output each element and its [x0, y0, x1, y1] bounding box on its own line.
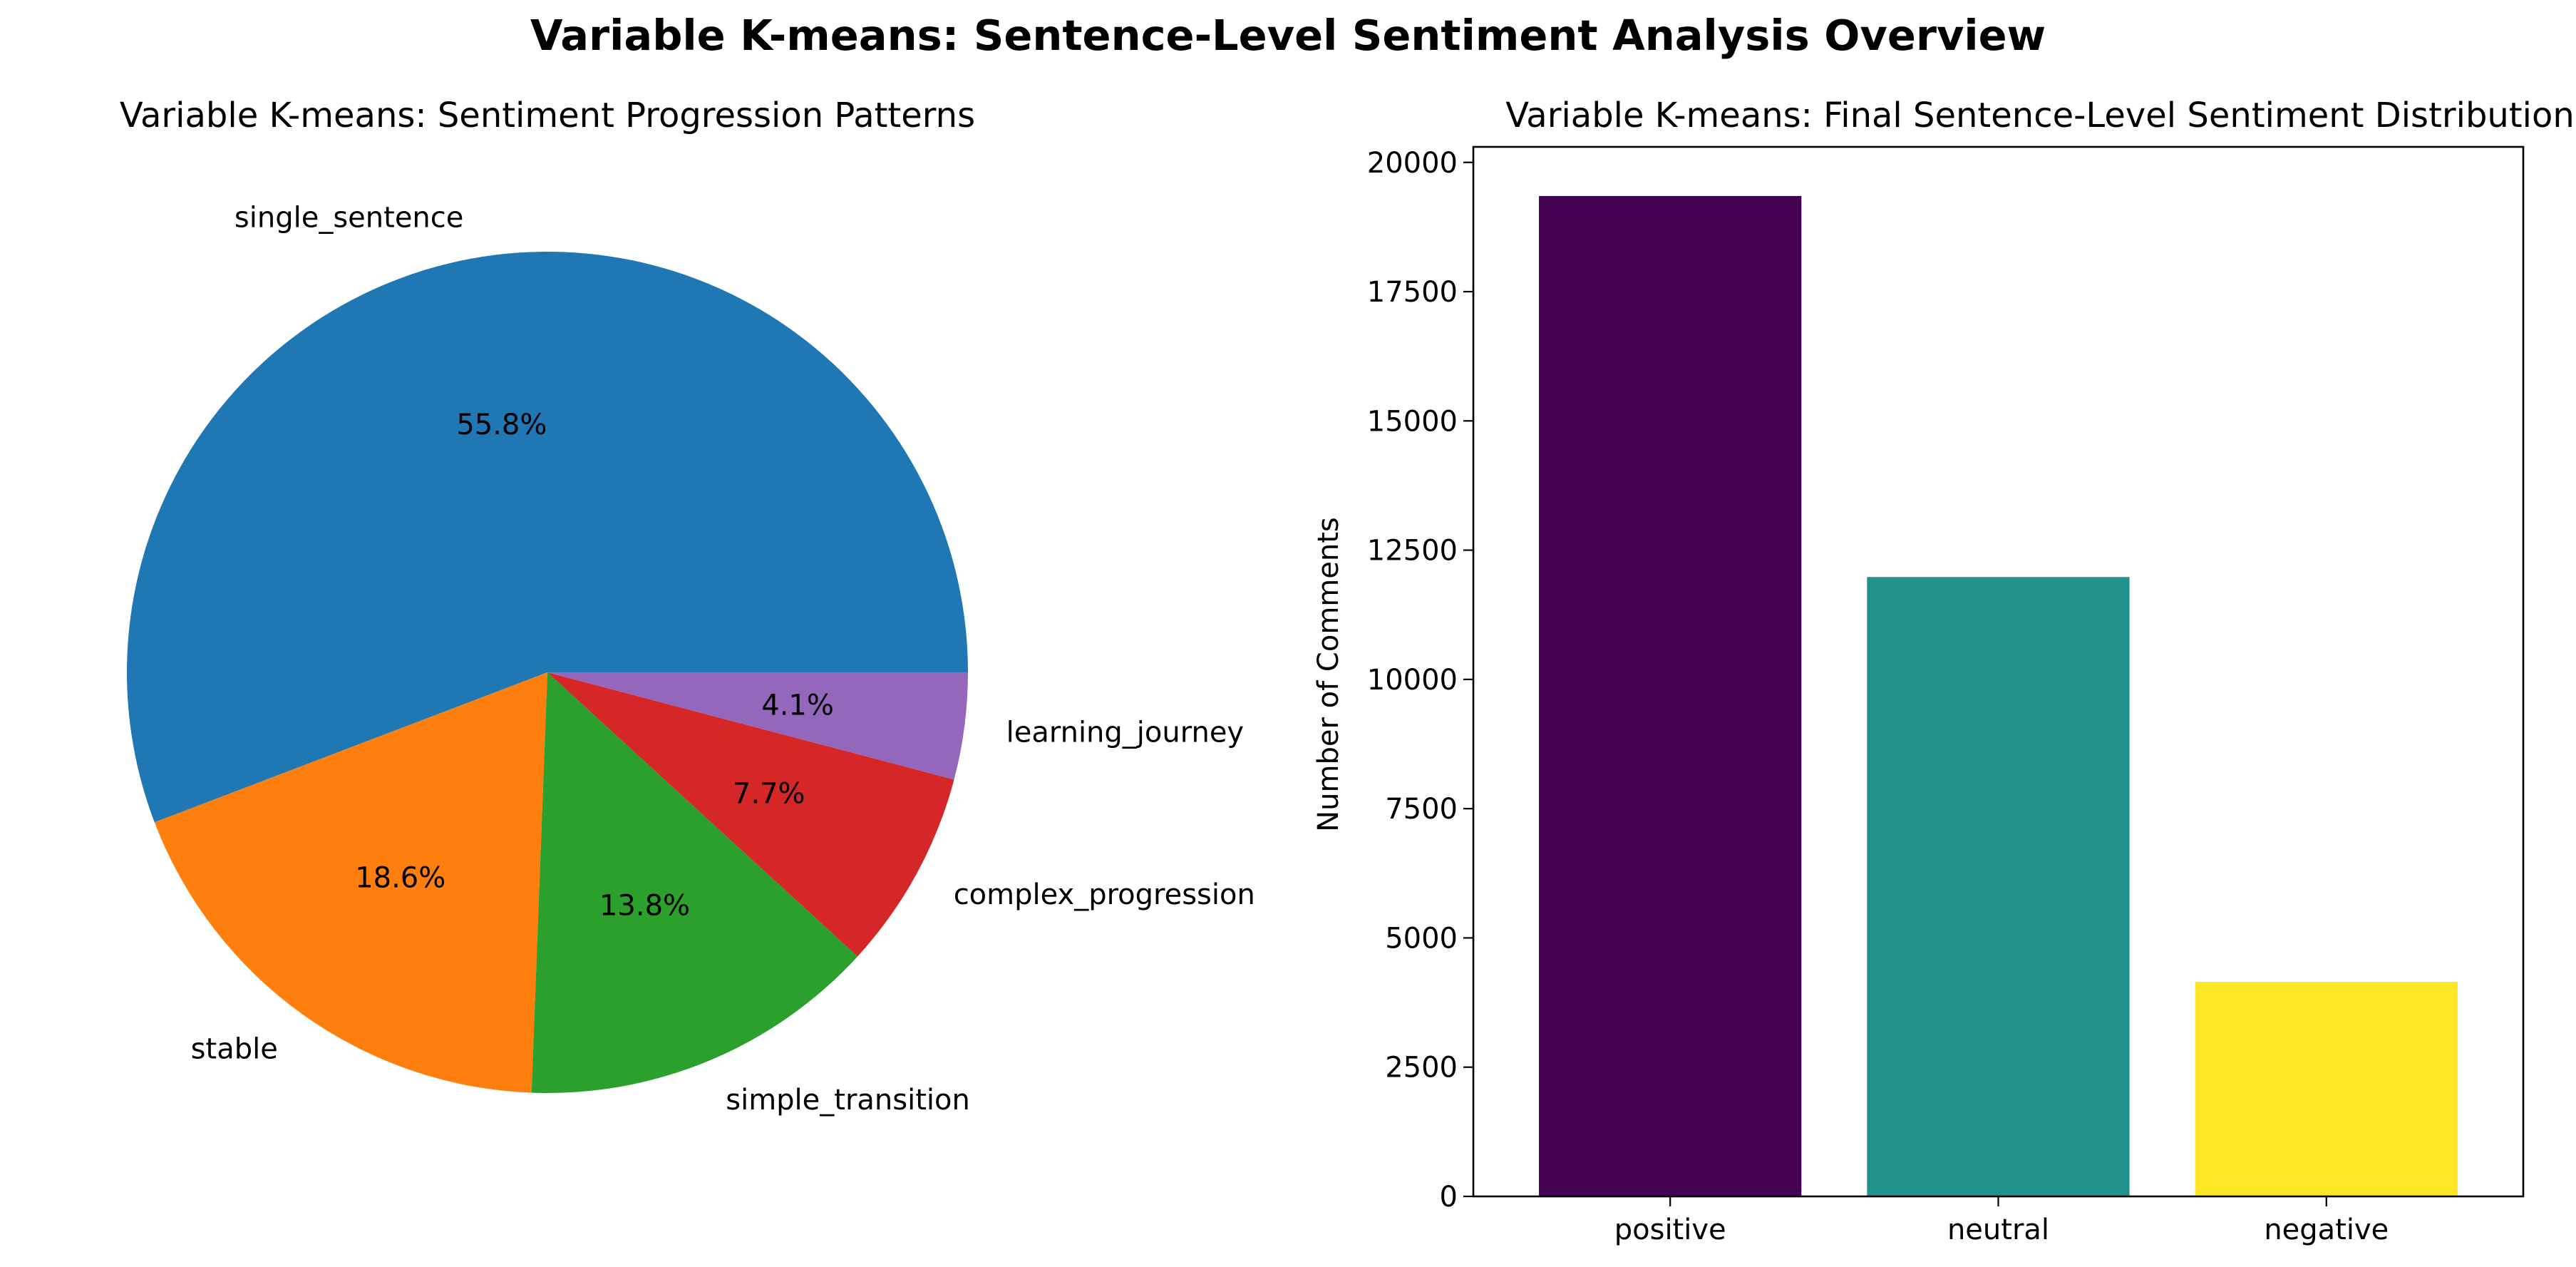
pie-slice-simple-transition [531, 672, 858, 1093]
x-tick-label-neutral: neutral [1947, 1214, 2049, 1246]
bar-negative [2195, 982, 2458, 1196]
bar-positive [1539, 195, 1802, 1196]
bar-ylabel: Number of Comments [1312, 517, 1345, 831]
x-tick-label-positive: positive [1614, 1214, 1726, 1246]
pie-chart: Variable K-means: Sentiment Progression … [120, 96, 1255, 1117]
pie-pct-label: 13.8% [599, 890, 690, 923]
pie-slice-complex-progression [547, 672, 954, 957]
bar-y-axis: 0 2500 5000 7500 10000 12500 15000 17500 20000 [1367, 147, 1473, 1214]
pie-label-simple-transition: simple_transition [726, 1084, 970, 1117]
pie-pct-label: 55.8% [456, 409, 547, 441]
y-tick-label: 15000 [1367, 405, 1458, 438]
bar-title: Variable K-means: Final Sentence-Level S… [1505, 96, 2575, 135]
bar-x-axis: positive neutral negative [1614, 1196, 2389, 1246]
pie-label-stable: stable [191, 1032, 278, 1065]
pie-pct-label: 4.1% [761, 689, 834, 722]
pie-label-single-sentence: single_sentence [235, 202, 463, 235]
pie-pct-label: 18.6% [355, 862, 445, 895]
y-tick-label: 12500 [1367, 535, 1458, 568]
pie-slice-stable [154, 672, 548, 1093]
pie-pct-label: 7.7% [733, 778, 805, 811]
pie-slices [126, 251, 969, 1093]
pie-title: Variable K-means: Sentiment Progression … [120, 96, 975, 135]
bar-plot-frame [1472, 145, 2525, 1198]
bar-series [1539, 195, 2458, 1196]
y-tick-label: 7500 [1385, 793, 1458, 826]
y-tick-label: 0 [1440, 1181, 1458, 1214]
y-tick-label: 5000 [1385, 922, 1458, 955]
pie-slice-learning-journey [547, 672, 968, 780]
pie-slice-single-sentence [126, 251, 969, 823]
pie-label-learning-journey: learning_journey [1006, 716, 1245, 749]
bar-neutral [1867, 577, 2130, 1196]
x-tick-label-negative: negative [2264, 1214, 2389, 1246]
y-tick-label: 10000 [1367, 664, 1458, 697]
pie-label-complex-progression: complex_progression [954, 878, 1255, 911]
pie-labels: 55.8% single_sentence 18.6% stable 13.8% simp… [191, 202, 1255, 1117]
y-tick-label: 20000 [1367, 147, 1458, 180]
y-tick-label: 17500 [1367, 276, 1458, 309]
figure-title: Variable K-means: Sentence-Level Sentime… [530, 11, 2046, 60]
bar-chart: Variable K-means: Final Sentence-Level S… [1312, 96, 2575, 1246]
y-tick-label: 2500 [1385, 1052, 1458, 1084]
